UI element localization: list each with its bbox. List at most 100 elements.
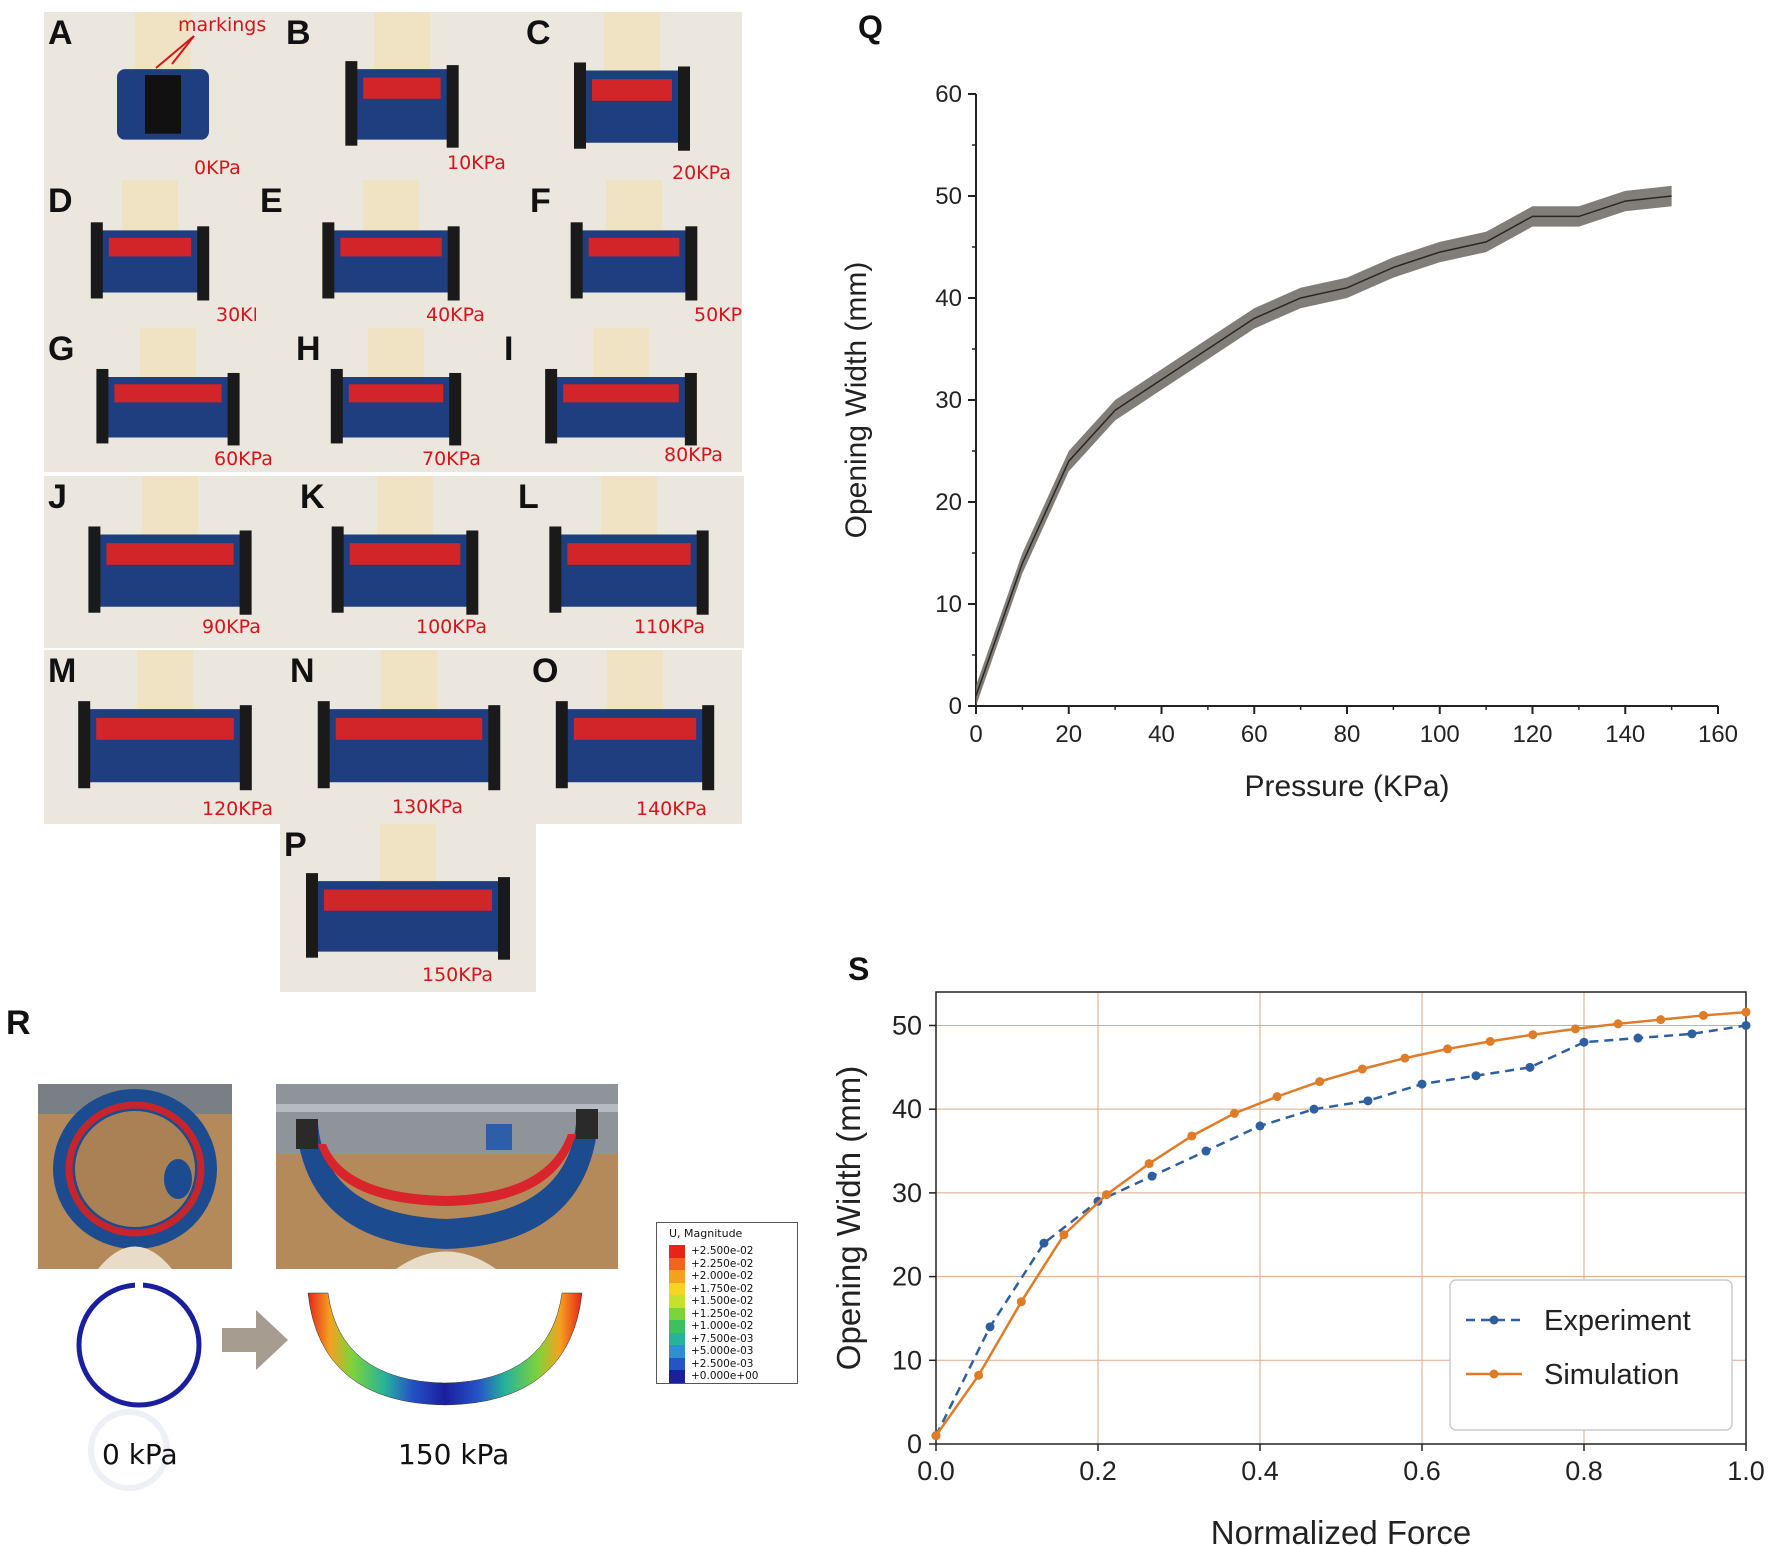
end-cap-right [239, 530, 252, 615]
fe-ring-0kpa [76, 1281, 202, 1408]
data-point-simulation [1528, 1030, 1538, 1040]
markings-arrow [155, 35, 195, 69]
red-strip [563, 384, 679, 403]
photo-panel-b: B 10KPa [282, 12, 522, 180]
gripper-photo [526, 180, 742, 328]
end-cap-right [696, 530, 709, 615]
legend-marker [1489, 1315, 1499, 1325]
tube [381, 650, 437, 713]
legend-row: +1.000e-02 [669, 1320, 758, 1333]
legend-value: +0.000e+00 [691, 1370, 759, 1383]
data-point-experiment [1633, 1033, 1643, 1043]
red-strip [106, 543, 234, 565]
legend-row: +5.000e-03 [669, 1345, 758, 1358]
legend-swatch [669, 1320, 685, 1333]
end-cap-left [88, 526, 101, 613]
data-point-experiment [1147, 1171, 1157, 1181]
pressure-label: 0KPa [194, 157, 241, 179]
tube [606, 180, 662, 234]
legend-value: +1.750e-02 [691, 1282, 754, 1295]
pressure-label: 100KPa [416, 616, 487, 638]
legend-value: +1.000e-02 [691, 1320, 754, 1333]
legend-row: +2.250e-02 [669, 1257, 758, 1270]
gripper-photo [256, 180, 526, 328]
legend-row: +0.000e+00 [669, 1370, 758, 1383]
end-cap-left [574, 62, 586, 149]
gripper-photo [514, 476, 744, 648]
fe-legend-rows: +2.500e-02 +2.250e-02 +2.000e-02 +1.750e-02… [669, 1245, 758, 1383]
plot-frame [935, 991, 1747, 1445]
tube [377, 476, 433, 538]
pressure-label: 80KPa [664, 444, 723, 466]
panel-label: F [530, 182, 551, 220]
tube [593, 328, 649, 380]
markings-arrows [155, 35, 195, 69]
markings-annotation: markings [178, 14, 267, 36]
gripper-photo [44, 328, 292, 472]
gripper-photo [500, 328, 742, 472]
pressure-label: 150KPa [422, 964, 493, 986]
legend-swatch [669, 1270, 685, 1283]
end-cap-right [449, 372, 462, 446]
legend-value: +2.500e-03 [691, 1357, 754, 1370]
y-tick-label: 50 [892, 1010, 922, 1040]
red-strip [114, 384, 222, 403]
y-tick-label: 0 [949, 693, 962, 720]
chart-q: Q 0 20 40 60 80 100 120 140 160 0 10 20 30 40 50 60 Press… [840, 9, 1738, 803]
gripper-photo [296, 476, 514, 648]
x-tick-label: 100 [1420, 721, 1460, 748]
tube [122, 180, 178, 234]
end-cap-right [702, 705, 715, 791]
panel-label: J [48, 478, 67, 516]
y-tick-label: 10 [892, 1345, 922, 1375]
photo-panel-h: H 70KPa [292, 328, 500, 472]
panel-label: C [526, 14, 551, 52]
photo-panel-c: C 20KPa [522, 12, 742, 184]
end-cap-right [197, 226, 210, 301]
x-tick-label: 1.0 [1727, 1456, 1765, 1486]
red-strip [348, 384, 444, 403]
series-line-simulation [934, 1010, 1747, 1437]
data-point-simulation [1187, 1131, 1197, 1141]
panel-q-label: Q [858, 9, 883, 45]
photo-panel-i: I 80KPa [500, 328, 742, 472]
tube [137, 650, 193, 713]
end-cap-right [498, 877, 510, 960]
gripper-photo [522, 12, 742, 184]
photo-panel-l: L 110KPa [514, 476, 744, 648]
legend-value: +1.250e-02 [691, 1307, 754, 1320]
x-tick-label: 0 [969, 721, 982, 748]
end-cap-left [331, 526, 344, 613]
legend-value: +1.500e-02 [691, 1295, 754, 1308]
end-cap-right [685, 226, 698, 301]
x-tick-label: 0.8 [1565, 1456, 1603, 1486]
data-point-simulation [1656, 1015, 1666, 1025]
data-point-simulation [1698, 1010, 1708, 1020]
photo-150kpa [276, 1084, 618, 1269]
chart-s: S 0.0 0.2 0.4 0.6 0.8 1.0 0 10 20 30 40 50 Normalized… [830, 951, 1765, 1546]
legend-swatch [669, 1307, 685, 1320]
y-tick-label: 20 [935, 489, 962, 516]
data-point-experiment [1309, 1104, 1319, 1114]
data-point-simulation [1741, 1007, 1751, 1017]
legend-row: +2.500e-02 [669, 1245, 758, 1258]
data-point-simulation [1102, 1190, 1112, 1200]
photo-panel-k: K 100KPa [296, 476, 514, 648]
red-strip [567, 543, 691, 565]
caption-150kpa: 150 kPa [398, 1438, 510, 1471]
gripper-photo [44, 12, 282, 180]
red-strip [340, 237, 442, 257]
photo-panel-n: N 130KPa [286, 650, 532, 824]
series-line-experiment [934, 1024, 1747, 1437]
red-strip [108, 237, 192, 257]
legend-value: +5.000e-03 [691, 1345, 754, 1358]
legend-swatch [669, 1357, 685, 1370]
gripper-photo [44, 180, 256, 328]
y-tick-label: 10 [935, 591, 962, 618]
data-point-simulation [1229, 1108, 1239, 1118]
x-axis-label: Normalized Force [1211, 1514, 1471, 1546]
x-axis-label: Pressure (KPa) [1244, 770, 1449, 803]
caption-0kpa: 0 kPa [102, 1438, 178, 1471]
data-point-simulation [1570, 1024, 1580, 1034]
data-point-simulation [1357, 1064, 1367, 1074]
